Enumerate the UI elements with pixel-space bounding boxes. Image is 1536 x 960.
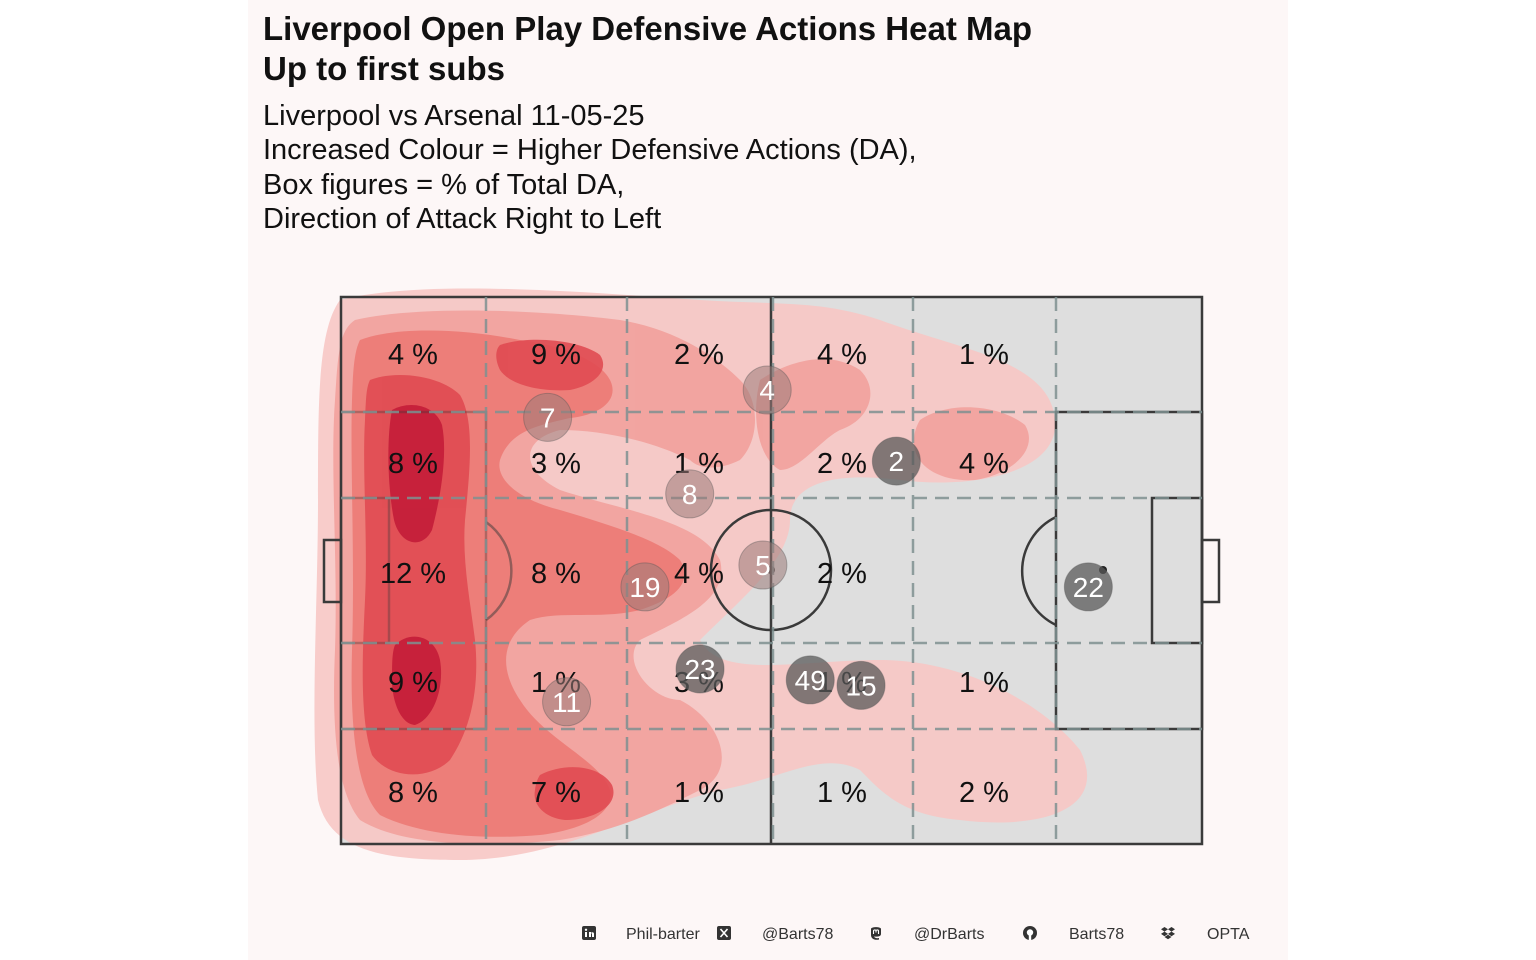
zone-percent-r1-c3: 2 % <box>674 339 724 371</box>
footer-credits: Phil-barter @Barts78 @DrBarts Barts78 OP… <box>0 924 1536 946</box>
player-number-11: 11 <box>552 687 581 718</box>
player-number-23: 23 <box>684 654 715 685</box>
player-marker-4: 4 <box>742 365 792 415</box>
player-dot-7 <box>523 392 573 442</box>
right-goal <box>1200 538 1221 604</box>
github-icon <box>1023 926 1037 940</box>
player-marker-5: 5 <box>738 540 788 590</box>
player-number-49: 49 <box>795 665 826 696</box>
x-icon <box>717 926 731 940</box>
footer-label-x: @Barts78 <box>762 926 834 943</box>
player-number-15: 15 <box>845 670 876 701</box>
dropbox-icon <box>1161 926 1175 940</box>
heat-density-layer <box>314 288 1088 860</box>
player-number-5: 5 <box>755 550 771 581</box>
centre-circle <box>709 508 833 632</box>
player-marker-15: 15 <box>836 660 886 710</box>
zone-percent-r4-c1: 9 % <box>388 667 438 699</box>
linkedin-icon <box>582 926 596 940</box>
player-marker-11: 11 <box>542 677 592 727</box>
zone-percent-r4-c5: 1 % <box>959 667 1009 699</box>
zone-percent-r2-c1: 8 % <box>388 448 438 480</box>
left-penalty-arc <box>485 520 513 622</box>
player-number-7: 7 <box>540 402 556 433</box>
zone-percent-r2-c5: 4 % <box>959 448 1009 480</box>
player-number-2: 2 <box>889 446 905 477</box>
player-marker-23: 23 <box>675 644 725 694</box>
player-dot-8 <box>665 469 715 519</box>
mastodon-icon <box>869 926 883 940</box>
zone-percent-r3-c1: 12 % <box>380 558 446 590</box>
player-marker-22: 22 <box>1063 562 1113 612</box>
zone-percent-r1-c5: 1 % <box>959 339 1009 371</box>
subtitle-line-3: Box figures = % of Total DA, <box>263 169 625 201</box>
player-dot-4 <box>742 365 792 415</box>
player-positions: 4 7 2 8 5 19 22 23 49 15 11 <box>523 365 1113 727</box>
player-marker-49: 49 <box>785 655 835 705</box>
footer-label-linkedin: Phil-barter <box>626 926 700 943</box>
player-dot-5 <box>738 540 788 590</box>
zone-percent-r1-c4: 4 % <box>817 339 867 371</box>
player-marker-19: 19 <box>620 562 670 612</box>
player-marker-2: 2 <box>871 436 921 486</box>
heat-level-5 <box>388 405 445 725</box>
zone-percent-labels: 4 % 9 % 2 % 4 % 1 % 8 % 3 % 1 % 2 % 4 % 12 % 8 % 4 %… <box>380 339 1009 809</box>
zone-percent-r5-c2: 7 % <box>531 777 581 809</box>
zone-percent-r1-c2: 9 % <box>531 339 581 371</box>
zone-percent-r1-c1: 4 % <box>388 339 438 371</box>
zone-percent-r5-c3: 1 % <box>674 777 724 809</box>
player-dot-23 <box>675 644 725 694</box>
footer-label-mastodon: @DrBarts <box>914 926 985 943</box>
player-dot-19 <box>620 562 670 612</box>
player-dot-11 <box>542 677 592 727</box>
zone-percent-r5-c5: 2 % <box>959 777 1009 809</box>
player-marker-8: 8 <box>665 469 715 519</box>
zone-percent-r2-c2: 3 % <box>531 448 581 480</box>
player-marker-7: 7 <box>523 392 573 442</box>
zone-percent-r2-c4: 2 % <box>817 448 867 480</box>
zone-percent-r5-c1: 8 % <box>388 777 438 809</box>
zone-percent-r5-c4: 1 % <box>817 777 867 809</box>
footer-label-github: Barts78 <box>1069 926 1125 943</box>
chart-title-line-1: Liverpool Open Play Defensive Actions He… <box>263 10 1032 47</box>
player-dot-22 <box>1063 562 1113 612</box>
right-penalty-arc <box>1020 515 1057 627</box>
player-number-8: 8 <box>682 479 698 510</box>
subtitle-line-2: Increased Colour = Higher Defensive Acti… <box>263 134 917 166</box>
player-number-19: 19 <box>629 572 660 603</box>
player-number-4: 4 <box>759 375 775 406</box>
player-dot-2 <box>871 436 921 486</box>
zone-percent-r3-c3: 4 % <box>674 558 724 590</box>
player-number-22: 22 <box>1073 572 1104 603</box>
subtitle-line-1: Liverpool vs Arsenal 11-05-25 <box>263 100 645 132</box>
player-dot-15 <box>836 660 886 710</box>
chart-title-line-2: Up to first subs <box>263 50 506 87</box>
player-dot-49 <box>785 655 835 705</box>
footer-label-data-source: OPTA <box>1207 926 1250 943</box>
left-goal <box>322 538 343 604</box>
zone-percent-r3-c4: 2 % <box>817 558 867 590</box>
subtitle-line-4: Direction of Attack Right to Left <box>263 203 662 235</box>
zone-percent-r3-c2: 8 % <box>531 558 581 590</box>
